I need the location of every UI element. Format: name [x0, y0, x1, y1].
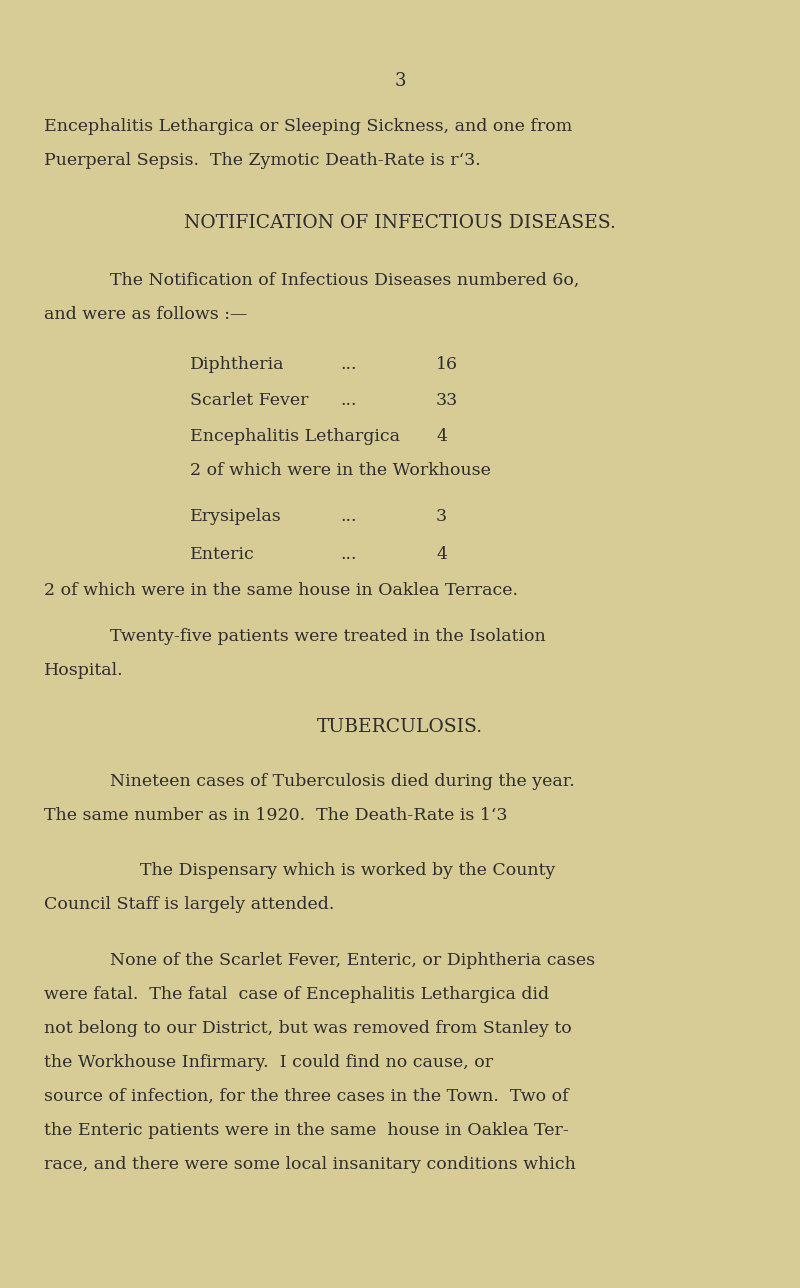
Text: Encephalitis Lethargica or Sleeping Sickness, and one from: Encephalitis Lethargica or Sleeping Sick…	[44, 118, 572, 135]
Text: 33: 33	[436, 392, 458, 410]
Text: not belong to our District, but was removed from Stanley to: not belong to our District, but was remo…	[44, 1020, 572, 1037]
Text: race, and there were some local insanitary conditions which: race, and there were some local insanita…	[44, 1157, 576, 1173]
Text: 4: 4	[436, 428, 447, 444]
Text: and were as follows :—: and were as follows :—	[44, 307, 247, 323]
Text: 16: 16	[436, 355, 458, 374]
Text: 2 of which were in the same house in Oaklea Terrace.: 2 of which were in the same house in Oak…	[44, 582, 518, 599]
Text: Scarlet Fever: Scarlet Fever	[190, 392, 309, 410]
Text: ...: ...	[340, 507, 357, 526]
Text: NOTIFICATION OF INFECTIOUS DISEASES.: NOTIFICATION OF INFECTIOUS DISEASES.	[184, 214, 616, 232]
Text: None of the Scarlet Fever, Enteric, or Diphtheria cases: None of the Scarlet Fever, Enteric, or D…	[110, 952, 595, 969]
Text: Erysipelas: Erysipelas	[190, 507, 282, 526]
Text: the Workhouse Infirmary.  I could find no cause, or: the Workhouse Infirmary. I could find no…	[44, 1054, 493, 1072]
Text: Encephalitis Lethargica: Encephalitis Lethargica	[190, 428, 400, 444]
Text: The Notification of Infectious Diseases numbered 6o,: The Notification of Infectious Diseases …	[110, 272, 580, 289]
Text: Enteric: Enteric	[190, 546, 255, 563]
Text: ...: ...	[340, 392, 357, 410]
Text: Diphtheria: Diphtheria	[190, 355, 285, 374]
Text: 3: 3	[436, 507, 447, 526]
Text: 2 of which were in the Workhouse: 2 of which were in the Workhouse	[190, 462, 491, 479]
Text: were fatal.  The fatal  case of Encephalitis Lethargica did: were fatal. The fatal case of Encephalit…	[44, 987, 549, 1003]
Text: the Enteric patients were in the same  house in Oaklea Ter-: the Enteric patients were in the same ho…	[44, 1122, 569, 1139]
Text: source of infection, for the three cases in the Town.  Two of: source of infection, for the three cases…	[44, 1088, 569, 1105]
Text: TUBERCULOSIS.: TUBERCULOSIS.	[317, 717, 483, 735]
Text: ...: ...	[340, 355, 357, 374]
Text: Twenty-five patients were treated in the Isolation: Twenty-five patients were treated in the…	[110, 629, 546, 645]
Text: 4: 4	[436, 546, 447, 563]
Text: Puerperal Sepsis.  The Zymotic Death-Rate is r‘3.: Puerperal Sepsis. The Zymotic Death-Rate…	[44, 152, 481, 169]
Text: Council Staff is largely attended.: Council Staff is largely attended.	[44, 896, 334, 913]
Text: The Dispensary which is worked by the County: The Dispensary which is worked by the Co…	[140, 862, 555, 878]
Text: The same number as in 1920.  The Death-Rate is 1‘3: The same number as in 1920. The Death-Ra…	[44, 808, 507, 824]
Text: 3: 3	[394, 72, 406, 90]
Text: Hospital.: Hospital.	[44, 662, 124, 679]
Text: ...: ...	[340, 546, 357, 563]
Text: Nineteen cases of Tuberculosis died during the year.: Nineteen cases of Tuberculosis died duri…	[110, 773, 575, 790]
